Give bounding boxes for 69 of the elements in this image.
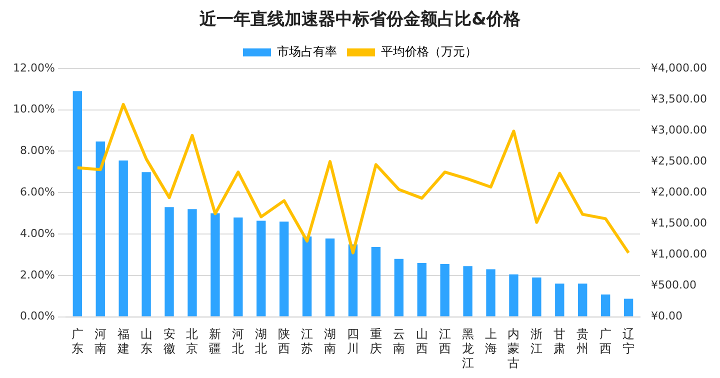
y2-tick-label: ¥1,500.00	[651, 216, 707, 230]
bar	[234, 217, 243, 316]
x-tick-label: 安徽	[163, 327, 176, 356]
bar	[142, 172, 151, 316]
bar	[463, 266, 472, 316]
y2-tick-label: ¥3,000.00	[651, 123, 707, 136]
bar	[578, 284, 588, 316]
x-tick-label: 山东	[140, 327, 152, 356]
bar	[509, 274, 518, 316]
chart-title: 近一年直线加速器中标省份金额占比&价格	[198, 10, 522, 30]
x-tick-label: 四川	[346, 327, 359, 356]
y2-tick-label: ¥2,000.00	[651, 185, 707, 198]
y2-tick-label: ¥500.00	[651, 278, 697, 292]
x-tick-label: 重庆	[370, 327, 382, 356]
bar	[394, 258, 404, 316]
y2-tick-label: ¥1,000.00	[651, 248, 707, 261]
bar	[302, 236, 312, 316]
y-tick-label: 8.00%	[20, 144, 55, 158]
bar	[532, 277, 542, 316]
bar	[164, 207, 174, 316]
bar	[256, 220, 266, 316]
y-tick-label: 2.00%	[20, 268, 55, 282]
x-tick-label: 山西	[416, 327, 428, 356]
y-tick-label: 10.00%	[12, 102, 55, 116]
x-tick-label: 广西	[600, 327, 612, 356]
x-tick-label: 黑龙江	[462, 327, 474, 370]
bar	[188, 209, 197, 316]
bar	[371, 247, 381, 316]
bar	[486, 269, 496, 316]
x-tick-label: 河北	[232, 327, 244, 356]
y2-tick-label: ¥4,000.00	[651, 61, 707, 74]
bar	[325, 238, 335, 316]
x-tick-label: 辽宁	[622, 327, 635, 356]
bar	[440, 264, 450, 316]
bar	[555, 284, 564, 316]
x-tick-label: 广东	[71, 327, 84, 356]
x-tick-label: 福建	[116, 327, 130, 356]
legend-label: 平均价格（万元）	[381, 44, 477, 59]
x-tick-label: 云南	[392, 327, 405, 356]
x-tick-label: 浙江	[530, 327, 543, 356]
x-tick-label: 河南	[94, 327, 106, 356]
y2-tick-label: ¥3,500.00	[651, 92, 707, 106]
x-tick-label: 北京	[186, 327, 198, 356]
y2-tick-label: ¥0.00	[651, 310, 683, 323]
bar	[72, 91, 82, 316]
bar	[417, 262, 426, 316]
y-tick-label: 6.00%	[20, 185, 55, 198]
x-tick-label: 贵州	[576, 327, 589, 356]
y-tick-label: 4.00%	[20, 226, 55, 240]
bar	[280, 222, 289, 316]
bar	[348, 244, 358, 316]
legend-label: 市场占有率	[277, 44, 337, 59]
x-tick-label: 陕西	[278, 327, 290, 356]
bar	[624, 298, 634, 316]
y-tick-label: 12.00%	[12, 61, 55, 74]
bar	[96, 141, 105, 316]
y-tick-label: 0.00%	[20, 310, 55, 323]
x-tick-label: 江西	[438, 327, 451, 356]
x-tick-label: 甘肃	[554, 327, 566, 356]
x-tick-label: 内蒙古	[508, 327, 520, 370]
x-tick-label: 湖北	[255, 327, 268, 356]
bar	[118, 160, 128, 316]
x-tick-label: 湖南	[324, 327, 336, 356]
x-tick-label: 新疆	[209, 327, 222, 356]
x-tick-label: 江苏	[301, 327, 314, 356]
bar	[600, 294, 610, 316]
x-tick-label: 上海	[484, 327, 497, 356]
y2-tick-label: ¥2,500.00	[651, 154, 707, 168]
bar	[210, 213, 220, 316]
